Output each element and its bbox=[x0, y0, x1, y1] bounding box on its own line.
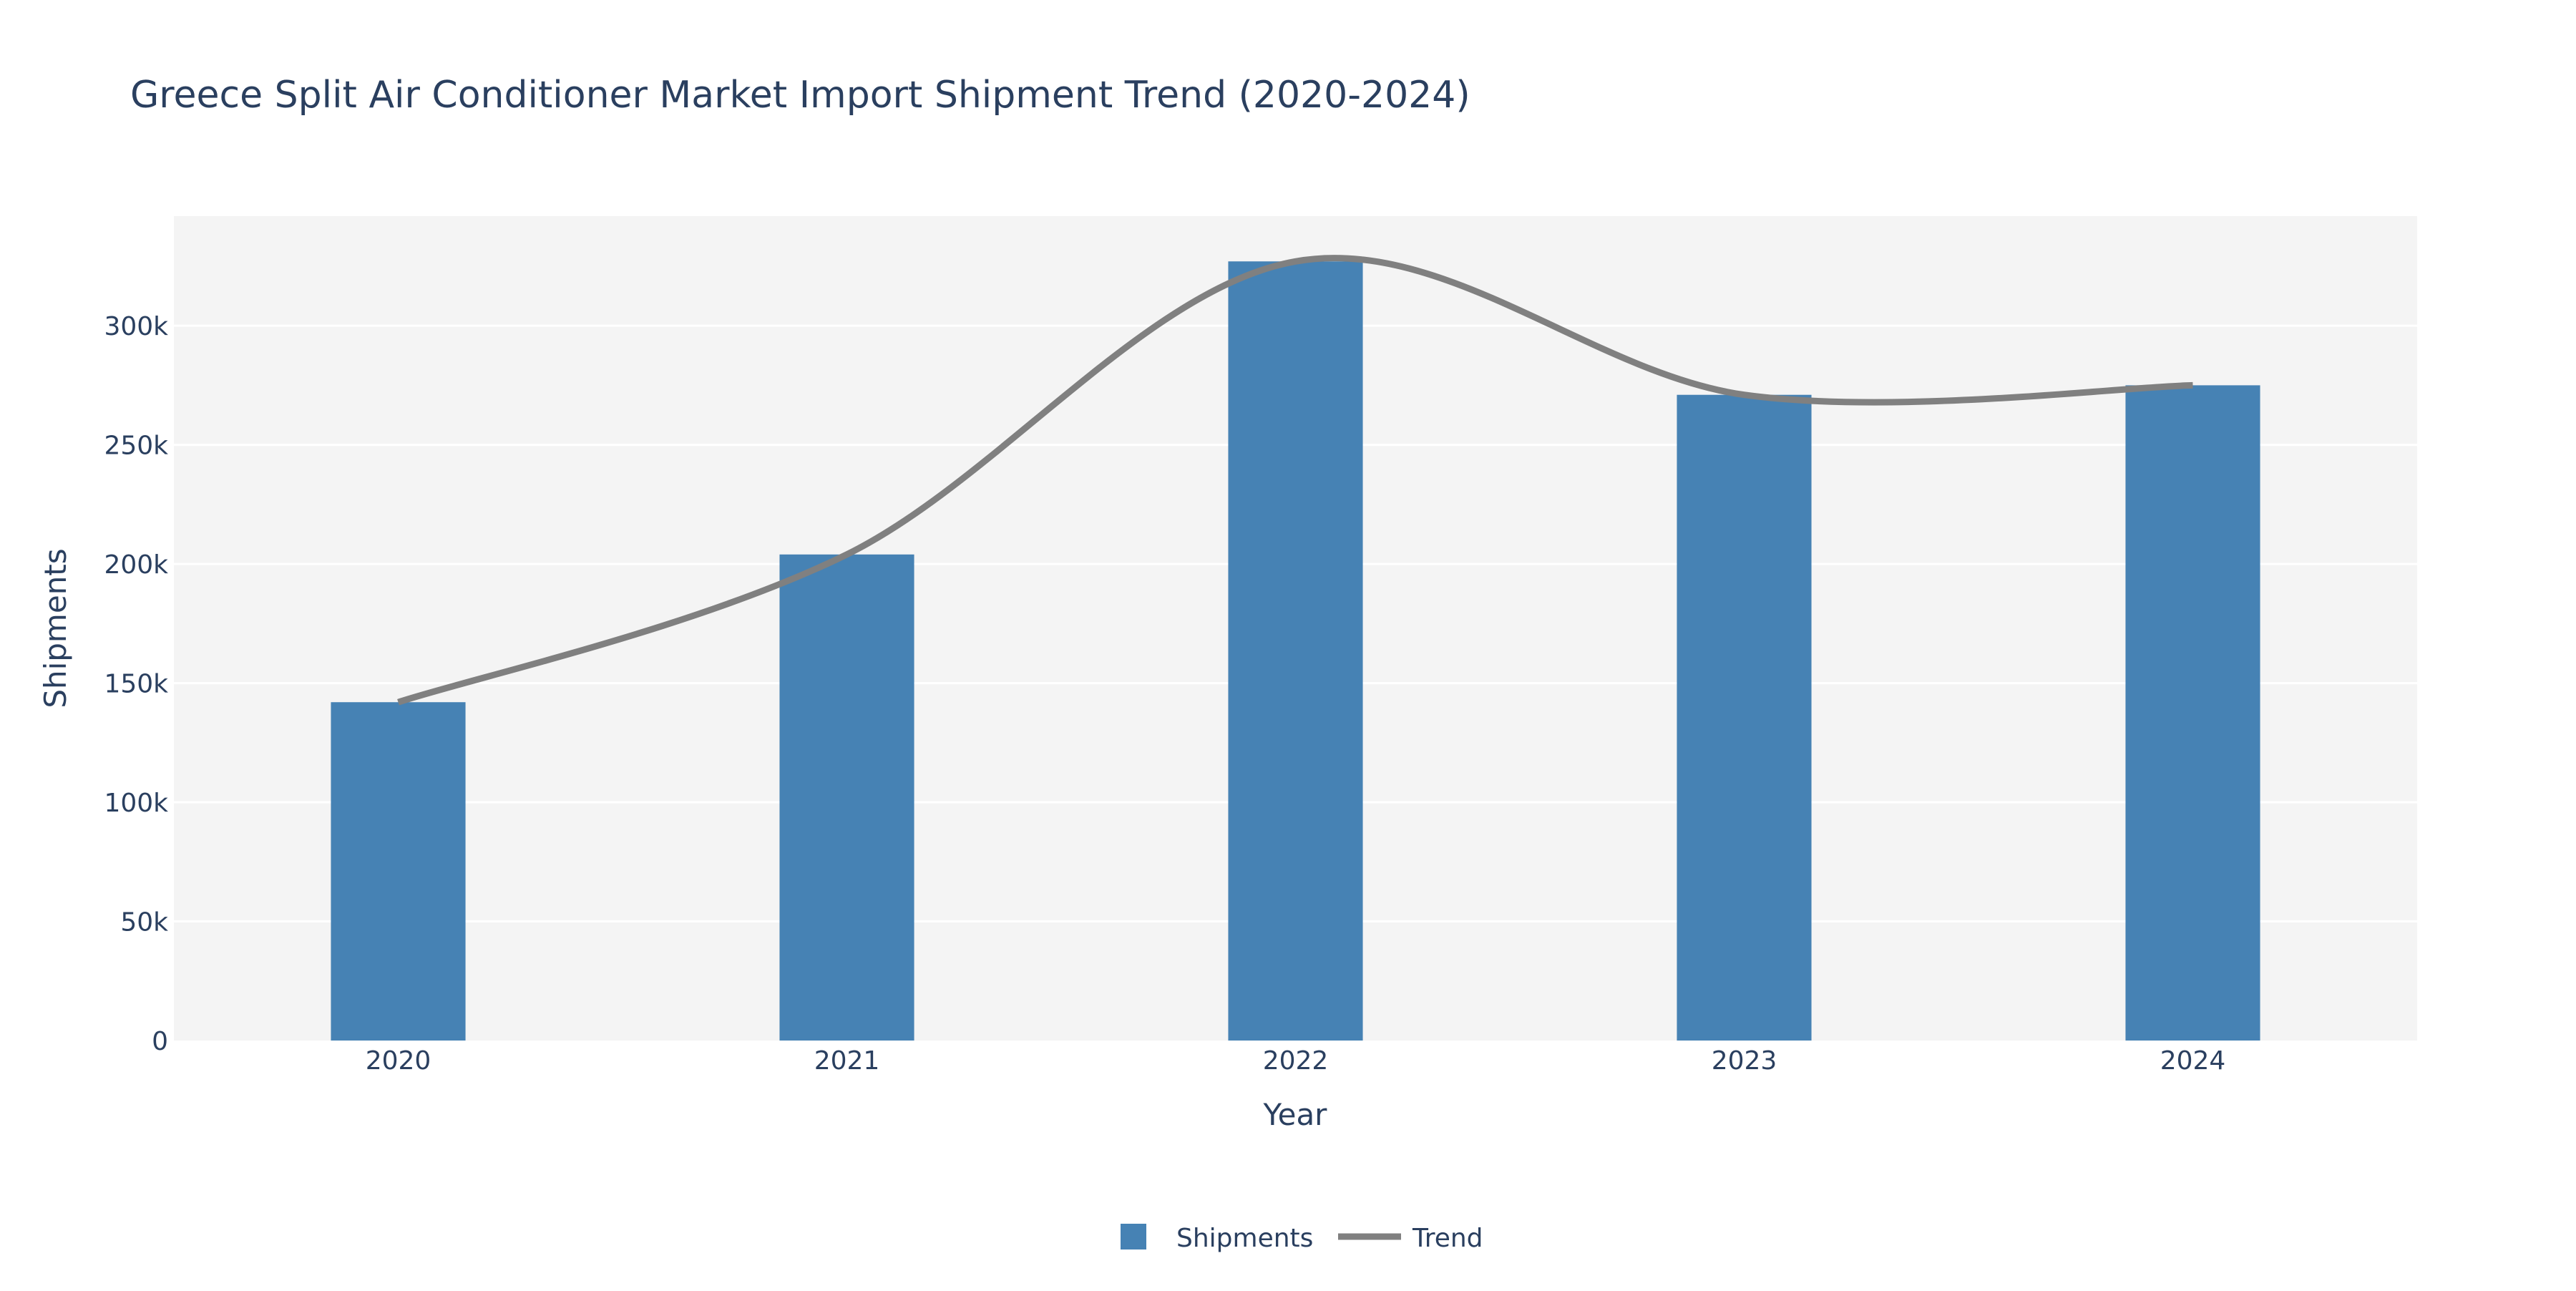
x-axis-title: Year bbox=[1263, 1097, 1328, 1132]
bar-2022[interactable] bbox=[1228, 261, 1363, 1041]
y-tick-label: 150k bbox=[104, 670, 168, 699]
legend[interactable]: Shipments Trend bbox=[1121, 1224, 1483, 1253]
x-tick-label: 2023 bbox=[1712, 1046, 1777, 1076]
y-tick-label: 200k bbox=[104, 550, 168, 580]
x-tick-label: 2020 bbox=[366, 1046, 431, 1076]
legend-trend-label: Trend bbox=[1412, 1224, 1483, 1253]
x-tick-label: 2021 bbox=[814, 1046, 880, 1076]
y-tick-label: 300k bbox=[104, 312, 168, 341]
bar-2020[interactable] bbox=[331, 702, 466, 1041]
chart-title: Greece Split Air Conditioner Market Impo… bbox=[130, 74, 1470, 117]
x-tick-label: 2022 bbox=[1263, 1046, 1329, 1076]
y-axis-ticks: 0 50k 100k 150k 200k 250k 300k bbox=[104, 312, 168, 1056]
bar-series bbox=[331, 261, 2260, 1041]
x-tick-label: 2024 bbox=[2160, 1046, 2226, 1076]
bar-2023[interactable] bbox=[1677, 394, 1812, 1041]
y-tick-label: 50k bbox=[120, 908, 168, 937]
legend-shipments-label: Shipments bbox=[1176, 1224, 1313, 1253]
y-tick-label: 0 bbox=[152, 1027, 168, 1056]
x-axis-ticks: 2020 2021 2022 2023 2024 bbox=[366, 1046, 2226, 1076]
y-axis-title: Shipments bbox=[38, 548, 73, 708]
y-tick-label: 250k bbox=[104, 432, 168, 461]
trend-line[interactable] bbox=[397, 255, 2193, 706]
trend-series bbox=[397, 255, 2193, 706]
legend-shipments-swatch bbox=[1121, 1224, 1146, 1249]
y-tick-label: 100k bbox=[104, 789, 168, 818]
bar-2021[interactable] bbox=[779, 554, 914, 1041]
bar-2024[interactable] bbox=[2125, 385, 2260, 1041]
